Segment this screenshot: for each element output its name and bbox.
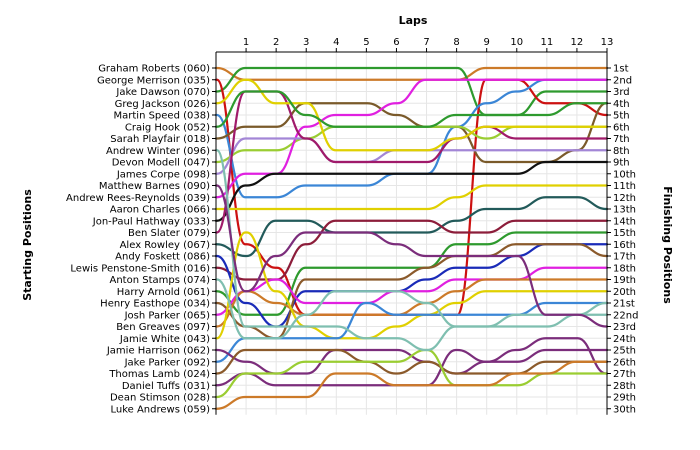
- series-line: [214, 196, 609, 258]
- finish-position-label: 14th: [613, 216, 636, 227]
- driver-label: Jamie White (043): [119, 334, 210, 345]
- driver-label: Andrew Rees-Reynolds (039): [66, 193, 210, 204]
- driver-label: Martin Speed (038): [114, 111, 211, 122]
- series-line: [214, 184, 609, 328]
- finish-position-label: 8th: [613, 146, 630, 157]
- finish-position-label: 30th: [613, 404, 636, 415]
- finish-position-label: 23rd: [613, 322, 636, 333]
- series-line: [214, 348, 609, 399]
- finish-position-label: 13th: [613, 205, 636, 216]
- driver-label: Jon-Paul Hathway (033): [92, 216, 210, 227]
- driver-label: Sarah Playfair (018): [110, 134, 210, 145]
- left-axis-title: Starting Positions: [21, 189, 34, 301]
- x-tick-label: 2: [273, 37, 279, 48]
- finish-position-label: 18th: [613, 263, 636, 274]
- driver-label: Ben Greaves (097): [116, 322, 210, 333]
- axes: [212, 48, 611, 415]
- finish-position-label: 12th: [613, 193, 636, 204]
- finish-position-label: 10th: [613, 169, 636, 180]
- finish-position-label: 16th: [613, 240, 636, 251]
- driver-label: Andy Foskett (086): [115, 252, 210, 263]
- finish-position-label: 7th: [613, 134, 630, 145]
- x-tick-label: 12: [571, 37, 584, 48]
- driver-label: Harry Arnold (061): [117, 287, 210, 298]
- driver-label: Matthew Barnes (090): [99, 181, 210, 192]
- x-tick-label: 13: [601, 37, 614, 48]
- x-tick-label: 5: [363, 37, 369, 48]
- driver-label: Lewis Penstone-Smith (016): [70, 263, 210, 274]
- series-line: [214, 149, 609, 352]
- x-axis-title: Laps: [399, 14, 428, 27]
- series-line: [214, 66, 609, 117]
- driver-label: Andrew Winter (096): [106, 146, 210, 157]
- x-tick-label: 4: [333, 37, 339, 48]
- series-line: [214, 125, 609, 164]
- driver-label: Alex Rowley (067): [120, 240, 211, 251]
- driver-label: Josh Parker (065): [124, 310, 210, 321]
- series-line: [214, 184, 609, 211]
- position-lines: [214, 66, 609, 410]
- series-line: [214, 66, 609, 81]
- series-line: [214, 78, 609, 152]
- driver-label: Jake Parker (092): [124, 357, 211, 368]
- driver-label: Ben Slater (079): [128, 228, 210, 239]
- finish-position-label: 17th: [613, 252, 636, 263]
- driver-label: Anton Stamps (074): [110, 275, 211, 286]
- series-line: [214, 78, 609, 199]
- series-line: [214, 231, 609, 316]
- driver-label: Thomas Lamb (024): [108, 369, 210, 380]
- finish-position-label: 28th: [613, 381, 636, 392]
- driver-label: Jake Dawson (070): [115, 87, 210, 98]
- finish-position-label: 19th: [613, 275, 636, 286]
- finish-position-label: 20th: [613, 287, 636, 298]
- finish-position-label: 15th: [613, 228, 636, 239]
- x-tick-label: 9: [484, 37, 490, 48]
- finish-position-label: 25th: [613, 346, 636, 357]
- x-tick-label: 10: [510, 37, 523, 48]
- driver-label: Dean Stimson (028): [110, 393, 210, 404]
- finish-position-label: 21st: [613, 299, 635, 310]
- driver-label: Daniel Tuffs (031): [122, 381, 210, 392]
- x-tick-label: 3: [303, 37, 309, 48]
- finish-position-label: 26th: [613, 357, 636, 368]
- driver-label: James Corpe (098): [116, 169, 210, 180]
- series-line: [214, 219, 609, 281]
- series-line: [214, 278, 609, 340]
- finish-position-label: 3rd: [613, 87, 630, 98]
- finish-position-label: 6th: [613, 122, 630, 133]
- driver-label: Jamie Harrison (062): [106, 346, 210, 357]
- finish-position-label: 11th: [613, 181, 636, 192]
- series-line: [214, 360, 609, 410]
- finish-position-label: 24th: [613, 334, 636, 345]
- finish-position-label: 29th: [613, 393, 636, 404]
- driver-label: Craig Hook (052): [125, 122, 210, 133]
- finish-position-label: 4th: [613, 99, 630, 110]
- driver-label: Henry Easthope (034): [100, 299, 210, 310]
- driver-label: Luke Andrews (059): [110, 404, 210, 415]
- right-axis-title: Finishing Positions: [661, 186, 674, 304]
- finish-position-label: 5th: [613, 111, 630, 122]
- driver-label: Greg Jackson (026): [115, 99, 211, 110]
- driver-label: Graham Roberts (060): [98, 64, 210, 75]
- x-tick-label: 6: [393, 37, 399, 48]
- finish-position-label: 9th: [613, 158, 630, 169]
- finish-position-label: 22nd: [613, 310, 638, 321]
- driver-label: Devon Modell (047): [112, 158, 210, 169]
- finish-position-label: 27th: [613, 369, 636, 380]
- driver-label: George Merrison (035): [97, 75, 210, 86]
- finish-position-label: 1st: [613, 64, 629, 75]
- x-tick-label: 1: [243, 37, 249, 48]
- driver-label: Aaron Charles (066): [110, 205, 210, 216]
- finish-position-label: 2nd: [613, 75, 632, 86]
- series-line: [214, 160, 609, 222]
- x-tick-label: 7: [423, 37, 429, 48]
- x-tick-label: 8: [453, 37, 459, 48]
- series-line: [214, 90, 609, 128]
- x-tick-label: 11: [540, 37, 553, 48]
- series-line: [214, 78, 609, 199]
